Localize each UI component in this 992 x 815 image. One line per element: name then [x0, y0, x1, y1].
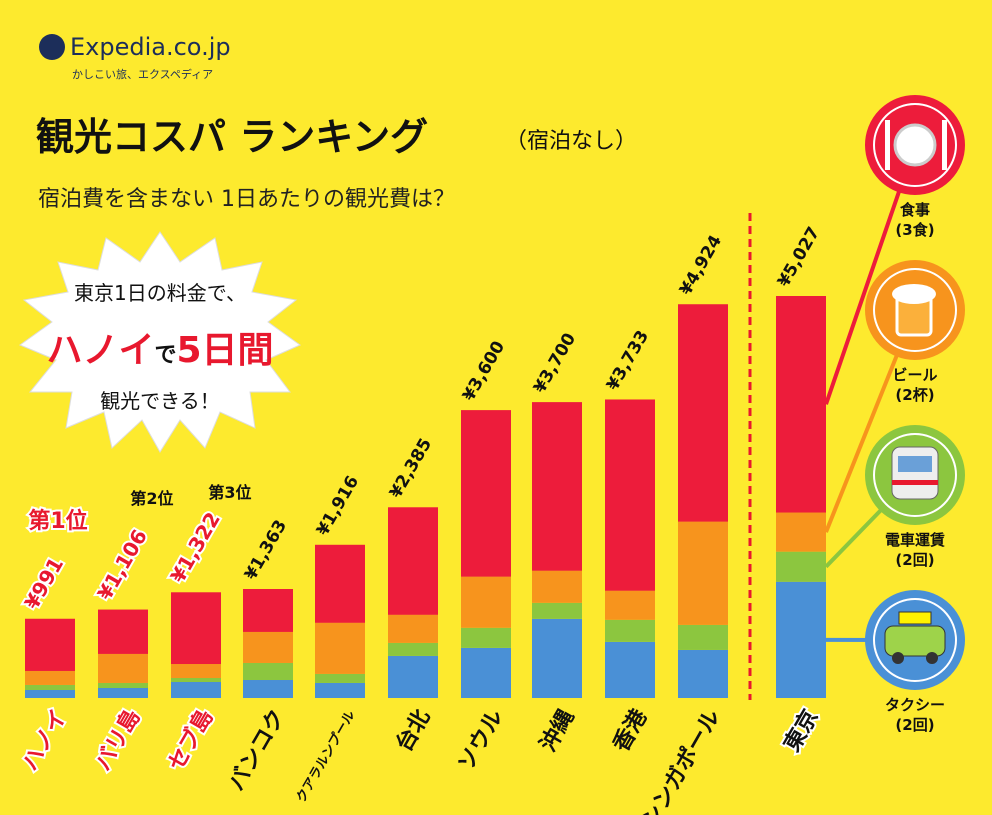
bar-segment [243, 631, 293, 663]
callout-line: 観光できる！ [100, 389, 220, 413]
bar-segment [98, 609, 148, 654]
bar-segment [776, 296, 826, 513]
legend-detail: (2回) [895, 551, 934, 569]
icon-train [891, 446, 939, 500]
bar-segment [98, 653, 148, 683]
callout-city: ハノイ [46, 330, 154, 371]
bar-segment [388, 614, 438, 643]
bar-segment [243, 589, 293, 632]
icon-train-window [898, 456, 932, 472]
icon-wheel [892, 652, 904, 664]
icon-train-stripe [892, 480, 938, 485]
bar-segment [605, 641, 655, 698]
bar-segment [461, 627, 511, 648]
bar-segment [171, 592, 221, 665]
bar-segment [171, 664, 221, 679]
title: 観光コスパ ランキング [36, 115, 428, 159]
bar-segment [678, 649, 728, 698]
callout-mid: で [154, 343, 176, 368]
icon-taxi-sign [898, 611, 932, 625]
title-note: （宿泊なし） [505, 129, 637, 154]
logo-icon [39, 34, 65, 60]
bar-segment [98, 688, 148, 698]
bar-segment [315, 682, 365, 698]
bar-segment [315, 622, 365, 674]
bar-segment [315, 544, 365, 623]
bar-segment [315, 673, 365, 683]
callout-burst [18, 231, 302, 453]
legend-label: 食事 [900, 201, 930, 219]
bar-segment [461, 576, 511, 628]
bar-segment [605, 619, 655, 642]
rank-label: 第2位 [130, 489, 173, 508]
bar-segment [388, 655, 438, 698]
bar-segment [461, 410, 511, 577]
bar-segment [605, 590, 655, 620]
bar-segment [678, 624, 728, 650]
bar-segment [532, 402, 582, 571]
icon-plate [893, 123, 937, 167]
icon-taxi [884, 625, 946, 657]
bar-segment [532, 602, 582, 619]
bar-segment [25, 670, 75, 685]
bar-segment [678, 521, 728, 625]
rank-label: 第3位 [208, 483, 251, 502]
bar-segment [678, 304, 728, 522]
bar-segment [171, 682, 221, 698]
bar-segment [388, 642, 438, 656]
bar-segment [243, 662, 293, 681]
legend-label: ビール [892, 366, 937, 384]
bar-segment [388, 507, 438, 615]
bar-segment [776, 551, 826, 582]
logo-brand: Expedia.co.jp [70, 33, 231, 61]
bar-segment [461, 647, 511, 698]
bar-segment [171, 678, 221, 683]
callout-line: 東京1日の料金で、 [74, 281, 246, 305]
bar-segment [532, 570, 582, 603]
bar-segment [98, 682, 148, 689]
bar-segment [605, 399, 655, 591]
bar-segment [25, 684, 75, 691]
bar-segment [776, 581, 826, 698]
logo-tagline: かしこい旅、エクスペディア [72, 67, 213, 81]
subtitle: 宿泊費を含まない 1日あたりの観光費は？ [38, 187, 455, 212]
legend-label: タクシー [885, 696, 945, 714]
icon-fork [885, 120, 890, 170]
icon-wheel [926, 652, 938, 664]
bar-segment [25, 618, 75, 671]
rank-label: 第1位 [28, 508, 87, 534]
legend-label: 電車運賃 [885, 531, 945, 549]
legend-detail: (3食) [895, 221, 934, 239]
legend-detail: (2杯) [895, 386, 934, 404]
callout-line: ハノイで5日間 [46, 330, 273, 371]
legend-detail: (2回) [895, 716, 934, 734]
callout-days: 5日間 [176, 330, 273, 371]
icon-foam [892, 284, 936, 304]
bar-segment [776, 512, 826, 552]
icon-knife [942, 120, 947, 170]
bar-segment [532, 618, 582, 698]
bar-segment [243, 680, 293, 698]
bar-segment [25, 690, 75, 698]
